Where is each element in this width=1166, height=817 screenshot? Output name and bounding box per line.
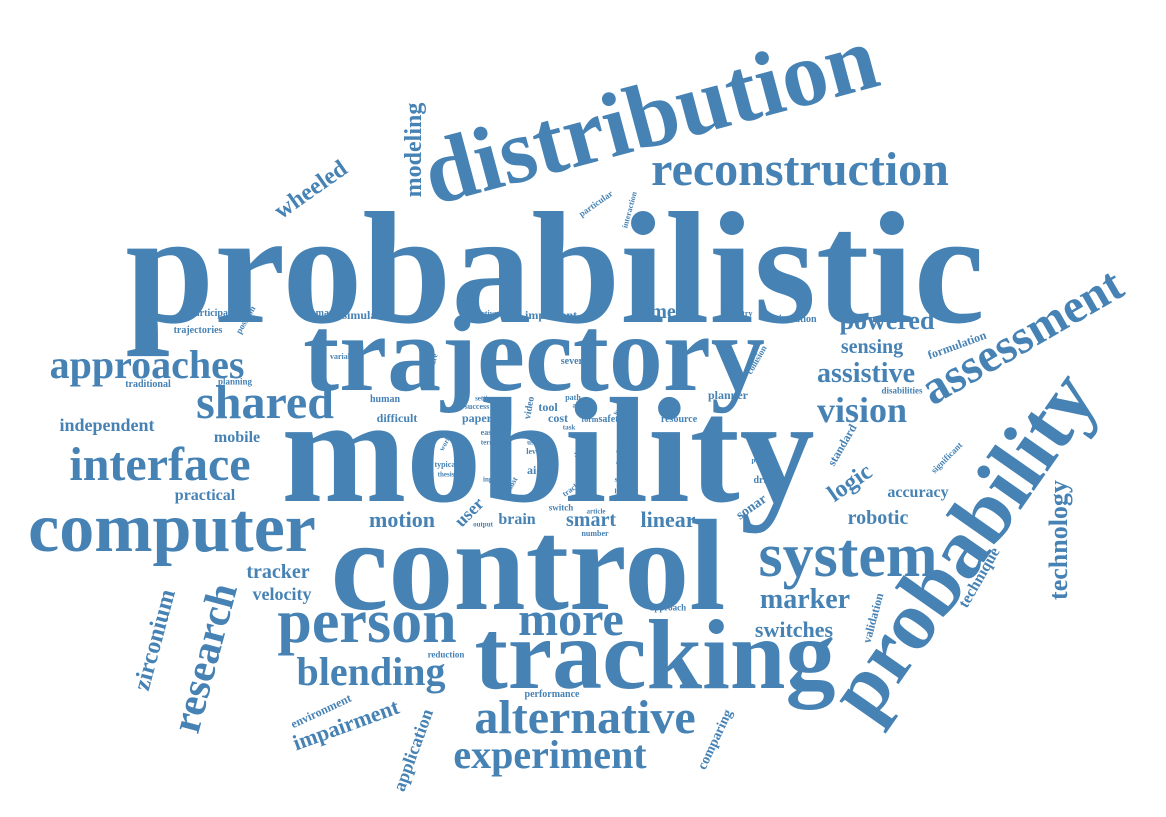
word: motion xyxy=(369,507,435,532)
word: trajectory xyxy=(303,295,765,414)
word: aid xyxy=(526,463,544,477)
word: system xyxy=(758,522,938,590)
word: level xyxy=(526,447,542,456)
word: blending xyxy=(296,649,446,694)
word: area xyxy=(572,401,586,410)
word: velocity xyxy=(252,584,312,604)
word: tracking xyxy=(474,599,836,710)
word: camera xyxy=(631,301,695,323)
word: human xyxy=(369,394,401,405)
word: application xyxy=(388,706,438,794)
word: variable xyxy=(330,352,358,361)
word: output xyxy=(473,520,493,529)
word: traditional xyxy=(125,379,171,390)
word: objective xyxy=(466,309,498,318)
word: thesis xyxy=(437,470,455,479)
word: probabilistic xyxy=(125,179,985,357)
word: more xyxy=(518,593,624,646)
word: mobile xyxy=(213,429,261,446)
word: brain xyxy=(498,511,536,528)
word: linear xyxy=(640,507,696,532)
word: form xyxy=(581,415,599,424)
word: zirconium xyxy=(129,586,181,694)
word: independent xyxy=(59,415,155,435)
word: resource xyxy=(660,414,698,425)
word: performance xyxy=(524,689,580,700)
word: number xyxy=(581,529,609,538)
word: practical xyxy=(174,487,236,504)
word: control xyxy=(330,494,726,638)
word: safety xyxy=(598,414,624,425)
word: tool xyxy=(538,400,558,414)
word: interface xyxy=(69,438,251,491)
word: paper xyxy=(462,411,492,425)
word: article xyxy=(586,507,606,516)
word: body xyxy=(614,487,630,496)
word: alternative xyxy=(474,691,696,744)
word: driving xyxy=(753,475,785,486)
word: switches xyxy=(754,617,834,642)
word: disabilities xyxy=(881,385,923,396)
word: simulator xyxy=(342,308,392,322)
word: reduction xyxy=(427,649,465,660)
word: cost xyxy=(548,411,568,425)
word: trajectories xyxy=(173,325,223,336)
word: sensing xyxy=(840,336,904,358)
word: typical xyxy=(434,460,458,469)
word: switch xyxy=(548,502,574,513)
word: input xyxy=(483,475,499,484)
word: severe xyxy=(560,356,588,367)
word: person xyxy=(277,588,457,656)
word: success xyxy=(464,402,490,411)
word: command xyxy=(297,308,341,319)
word: safer xyxy=(614,475,630,484)
word: approach xyxy=(649,602,687,613)
word: logic xyxy=(822,458,878,508)
word: task xyxy=(562,423,576,432)
word: mobility xyxy=(281,368,815,534)
word: important xyxy=(525,308,577,322)
word: term xyxy=(480,438,496,447)
word: orientation xyxy=(769,314,817,325)
word: smart xyxy=(566,509,616,531)
word: path xyxy=(565,393,581,402)
word: planner xyxy=(707,388,749,402)
word: patient xyxy=(751,456,773,465)
word: planning xyxy=(217,376,253,387)
word: use xyxy=(527,438,537,447)
word: participant xyxy=(189,308,237,319)
word: industry xyxy=(723,309,753,318)
word: setting xyxy=(475,394,495,403)
word: powered xyxy=(839,306,935,335)
word: assistive xyxy=(817,358,915,389)
word: difficult xyxy=(376,411,418,425)
word: technology xyxy=(1044,480,1073,600)
word: tracker xyxy=(246,561,310,583)
word: robotic xyxy=(847,507,909,529)
word: unable xyxy=(495,357,523,368)
word: reconstruction xyxy=(651,143,949,196)
word: modeling xyxy=(401,102,427,198)
word: vision xyxy=(816,390,908,430)
word: marker xyxy=(759,584,851,615)
word: accuracy xyxy=(887,484,949,501)
word: shared xyxy=(196,376,334,429)
word: easy xyxy=(480,428,496,437)
word: approaches xyxy=(49,342,245,387)
word: comparing xyxy=(695,707,736,773)
word: experiment xyxy=(453,732,647,777)
word: computer xyxy=(28,490,316,567)
